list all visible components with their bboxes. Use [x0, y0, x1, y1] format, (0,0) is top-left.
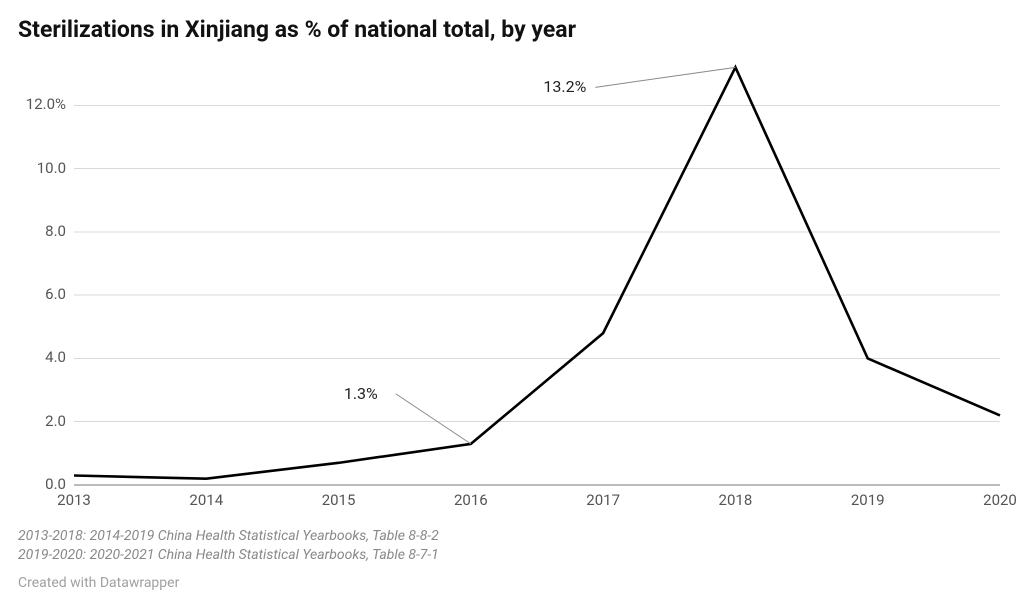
x-axis-tick-label: 2019: [851, 491, 885, 509]
source-footnote: 2013-2018: 2014-2019 China Health Statis…: [18, 527, 1006, 565]
credit-line: Created with Datawrapper: [18, 575, 1006, 591]
x-axis-tick-label: 2013: [57, 491, 91, 509]
x-axis-tick-label: 2020: [983, 491, 1017, 509]
x-axis-tick-label: 2018: [719, 491, 753, 509]
footnote-line-1: 2013-2018: 2014-2019 China Health Statis…: [18, 527, 1006, 546]
chart-title: Sterilizations in Xinjiang as % of natio…: [18, 16, 1006, 43]
y-axis-tick-label: 4.0: [18, 348, 66, 366]
y-axis-tick-label: 8.0: [18, 222, 66, 240]
x-axis-tick-label: 2016: [454, 491, 488, 509]
y-axis-tick-label: 10.0: [18, 159, 66, 177]
data-callout-label: 1.3%: [344, 384, 378, 403]
footnote-line-2: 2019-2020: 2020-2021 China Health Statis…: [18, 546, 1006, 565]
chart-svg: [18, 55, 1006, 515]
data-callout-label: 13.2%: [543, 77, 586, 96]
y-axis-tick-label: 2.0: [18, 412, 66, 430]
y-axis-tick-label: 6.0: [18, 285, 66, 303]
y-axis-tick-label: 12.0%: [18, 95, 66, 113]
line-chart: 1.3%13.2%0.02.04.06.08.010.012.0%2013201…: [18, 55, 1006, 515]
x-axis-tick-label: 2015: [322, 491, 356, 509]
x-axis-tick-label: 2017: [586, 491, 620, 509]
x-axis-tick-label: 2014: [189, 491, 223, 509]
